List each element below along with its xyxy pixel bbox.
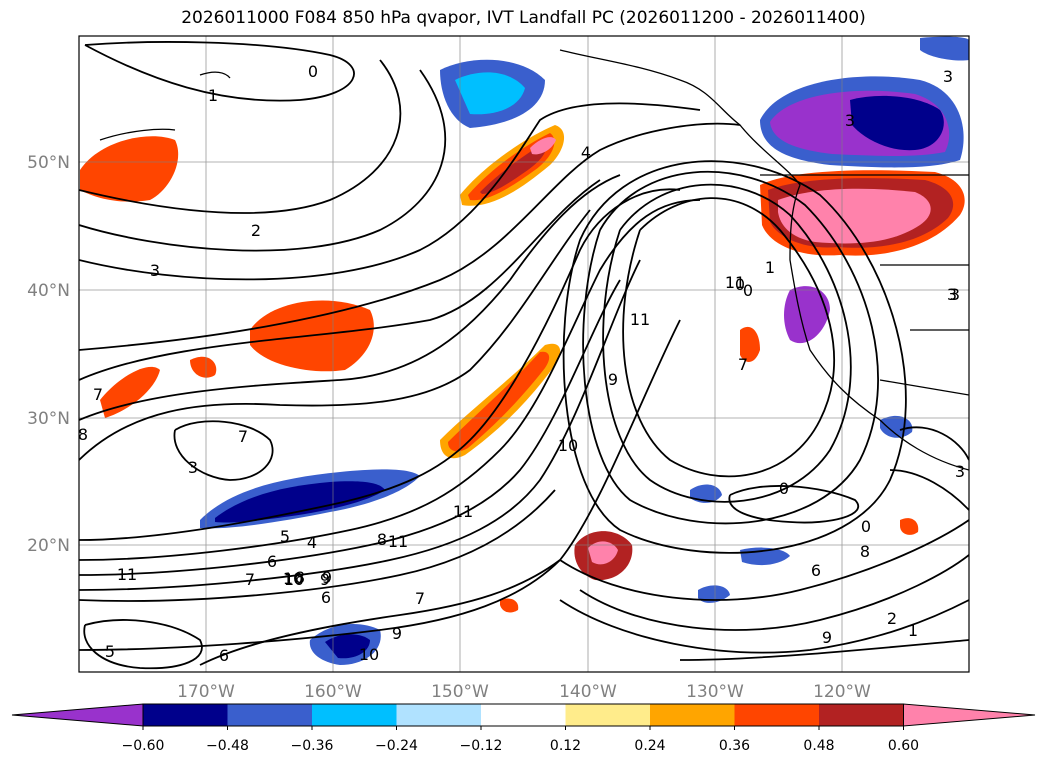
contour-label: 10	[283, 569, 303, 588]
lon-label: 140°W	[559, 682, 617, 702]
plot-title: 2026011000 F084 850 hPa qvapor, IVT Land…	[181, 8, 866, 28]
contour-label: 10	[284, 570, 304, 589]
contour-label: 5	[280, 527, 290, 546]
contour-label: 0	[861, 517, 871, 536]
contour-label: 5	[105, 642, 115, 661]
contour-label: 3	[950, 285, 960, 304]
contour-label: 9	[320, 570, 330, 589]
contour-label: 8	[78, 425, 88, 444]
lat-label: 30°N	[27, 409, 70, 429]
colorbar	[11, 703, 1036, 727]
colorbar-frame	[142, 703, 904, 727]
colorbar-tick-label: 0.36	[719, 738, 750, 754]
contour-label: 7	[738, 355, 748, 374]
contour-label: 9	[608, 370, 618, 389]
contour-label: 6	[811, 561, 821, 580]
contour-label: 6	[267, 552, 277, 571]
contour-label: 7	[238, 427, 248, 446]
longitude-labels: 170°W 160°W 150°W 140°W 130°W 120°W	[177, 682, 871, 702]
contour-label: 0	[308, 62, 318, 81]
map-area	[79, 36, 969, 672]
colorbar-segment	[650, 704, 735, 726]
contour-label: 0	[779, 479, 789, 498]
lon-label: 170°W	[177, 682, 235, 702]
contour-label: 11	[117, 565, 137, 584]
colorbar-segment	[227, 704, 312, 726]
colorbar-tick-label: −0.48	[206, 738, 249, 754]
colorbar-tick-label: 0.12	[550, 738, 581, 754]
contour-label: 10	[558, 436, 578, 455]
contour-label: 3	[943, 67, 953, 86]
contour-label: 4	[581, 143, 591, 162]
colorbar-extend-high	[903, 703, 1036, 727]
shading-patches	[80, 36, 969, 665]
contour-label: 2	[887, 609, 897, 628]
contour-label: 8	[860, 542, 870, 561]
lon-label: 150°W	[431, 682, 489, 702]
colorbar-tick-label: 0.24	[634, 738, 665, 754]
contour-label: 7	[415, 589, 425, 608]
colorbar-segment	[481, 704, 566, 726]
lat-label: 20°N	[27, 536, 70, 556]
contour-label: 2	[251, 221, 261, 240]
contour-label: 8	[295, 568, 305, 587]
latitude-labels: 50°N 40°N 30°N 20°N	[27, 153, 70, 556]
colorbar-segment	[396, 704, 481, 726]
colorbar-tick-labels: −0.60 −0.48 −0.36 −0.24 −0.12 0.12 0.24 0.36 0.4…	[122, 726, 919, 754]
map-frame	[78, 35, 970, 673]
colorbar-segment	[143, 704, 228, 726]
contour-label: 1	[908, 621, 918, 640]
contour-label: 3	[947, 285, 957, 304]
contour-label: 0	[735, 275, 745, 294]
contour-label: 9	[322, 568, 332, 587]
lon-label: 120°W	[813, 682, 871, 702]
colorbar-extend-low	[11, 703, 144, 727]
colorbar-segment	[312, 704, 397, 726]
lon-label: 160°W	[304, 682, 362, 702]
colorbar-tick-label: −0.24	[375, 738, 418, 754]
colorbar-tick-label: −0.12	[460, 738, 503, 754]
contour-label: 11	[453, 502, 473, 521]
contour-label: 6	[219, 646, 229, 665]
colorbar-segment	[819, 704, 904, 726]
lat-label: 50°N	[27, 153, 70, 173]
lat-label: 40°N	[27, 281, 70, 301]
contour-label: 7	[245, 570, 255, 589]
colorbar-segment	[565, 704, 650, 726]
contour-label: 10	[359, 645, 379, 664]
contour-label: 1	[208, 86, 218, 105]
coastlines	[99, 49, 969, 471]
contour-label: 11	[630, 310, 650, 329]
contour-label: 9	[822, 628, 832, 647]
ivt-contours	[79, 41, 969, 670]
contour-label: 3	[955, 462, 965, 481]
colorbar-tick-label: −0.36	[291, 738, 334, 754]
contour-label: 0	[743, 281, 753, 300]
colorbar-tick-label: 0.48	[803, 738, 834, 754]
contour-label: 3	[845, 111, 855, 130]
colorbar-tick-label: −0.60	[122, 738, 165, 754]
colorbar-segment	[734, 704, 819, 726]
contour-label: 9	[392, 624, 402, 643]
contour-label: 11	[388, 532, 408, 551]
contour-label: 3	[150, 261, 160, 280]
colorbar-tick-label: 0.60	[888, 738, 919, 754]
contour-label: 1	[765, 258, 775, 277]
lon-label: 130°W	[686, 682, 744, 702]
contour-label: 11	[725, 273, 745, 292]
contour-label: 8	[377, 530, 387, 549]
contour-label: 6	[321, 588, 331, 607]
contour-label: 3	[188, 458, 198, 477]
contour-label: 4	[307, 533, 317, 552]
graticule	[79, 36, 969, 672]
contour-label: 7	[93, 385, 103, 404]
